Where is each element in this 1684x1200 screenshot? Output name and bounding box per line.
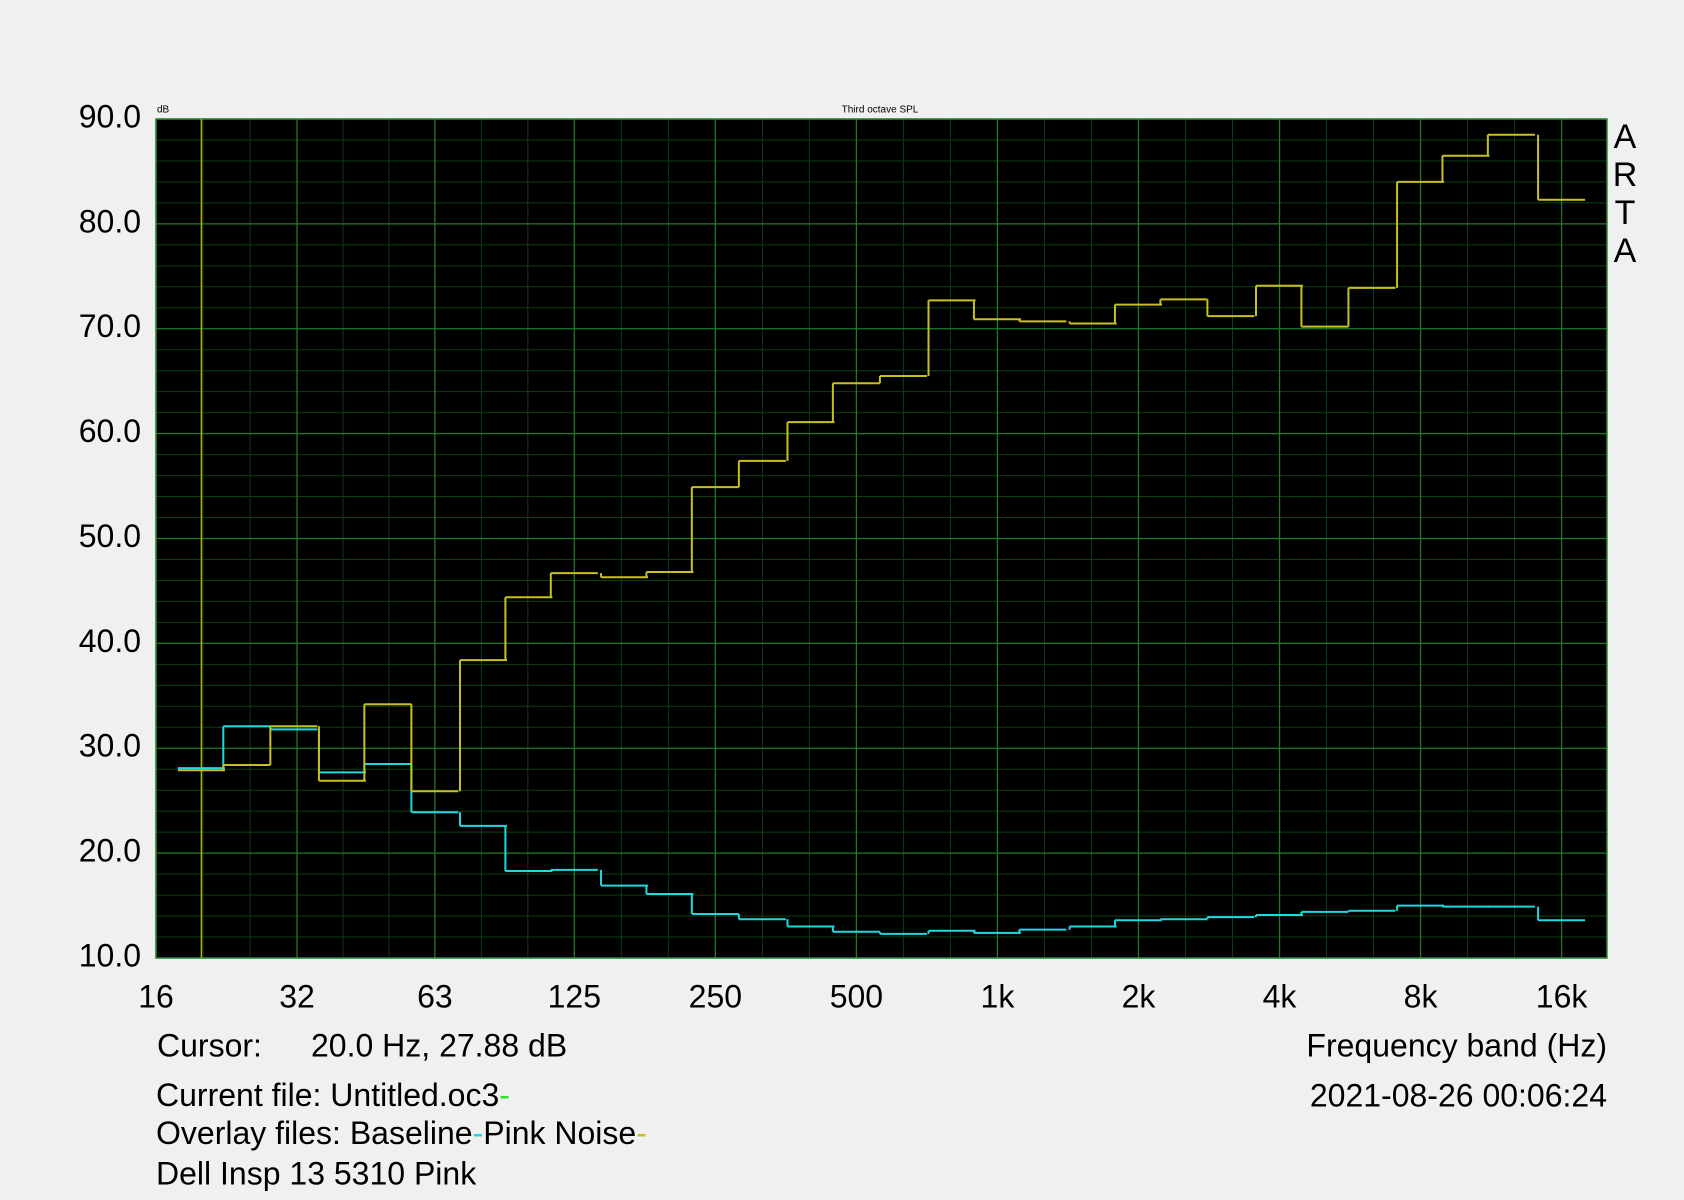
legend-entry: Baseline [350, 1115, 473, 1151]
legend-entry: Pink Noise [483, 1115, 636, 1151]
x-tick-label: 2k [1122, 978, 1157, 1014]
legend-line: Current file: Untitled.oc3- [156, 1077, 510, 1113]
legend-swatch: - [636, 1115, 647, 1151]
x-tick-label: 1k [981, 978, 1016, 1014]
chart-title: Third octave SPL [842, 105, 919, 116]
x-tick-label: 63 [417, 978, 453, 1014]
y-tick-label: 70.0 [79, 308, 141, 344]
watermark: ARTA [1612, 118, 1638, 270]
timestamp: 2021-08-26 00:06:24 [1310, 1077, 1607, 1113]
y-tick-label: 60.0 [79, 413, 141, 449]
x-tick-label: 8k [1404, 978, 1439, 1014]
note: Dell Insp 13 5310 Pink [156, 1155, 477, 1191]
y-tick-label: 80.0 [79, 203, 141, 239]
overlay-label: Overlay files: [156, 1115, 341, 1151]
x-tick-label: 4k [1263, 978, 1298, 1014]
x-tick-label: 500 [830, 978, 883, 1014]
current-file-name: Untitled.oc3 [330, 1077, 499, 1113]
x-tick-label: 250 [689, 978, 742, 1014]
legend-swatch: - [473, 1115, 484, 1151]
y-tick-label: 50.0 [79, 518, 141, 554]
y-tick-label: 10.0 [79, 937, 141, 973]
x-axis-label: Frequency band (Hz) [1306, 1027, 1607, 1063]
x-tick-label: 125 [548, 978, 601, 1014]
x-tick-label: 16k [1536, 978, 1589, 1014]
x-tick-label: 16 [138, 978, 174, 1014]
y-tick-label: 90.0 [79, 98, 141, 134]
x-tick-label: 32 [279, 978, 315, 1014]
plot-frame [155, 118, 1608, 959]
current-file-label: Current file: [156, 1077, 321, 1113]
cursor-label: Cursor: [157, 1027, 262, 1063]
series [177, 725, 1586, 935]
y-unit: dB [157, 105, 170, 116]
series [177, 133, 1586, 793]
current-file-swatch: - [499, 1077, 510, 1113]
y-tick-label: 20.0 [79, 833, 141, 869]
y-tick-label: 40.0 [79, 623, 141, 659]
y-tick-label: 30.0 [79, 728, 141, 764]
legend-line: Overlay files: Baseline-Pink Noise- [156, 1115, 647, 1151]
space [341, 1115, 350, 1151]
cursor-readout: 20.0 Hz, 27.88 dB [311, 1027, 567, 1063]
space [321, 1077, 330, 1113]
grid [155, 118, 1607, 959]
